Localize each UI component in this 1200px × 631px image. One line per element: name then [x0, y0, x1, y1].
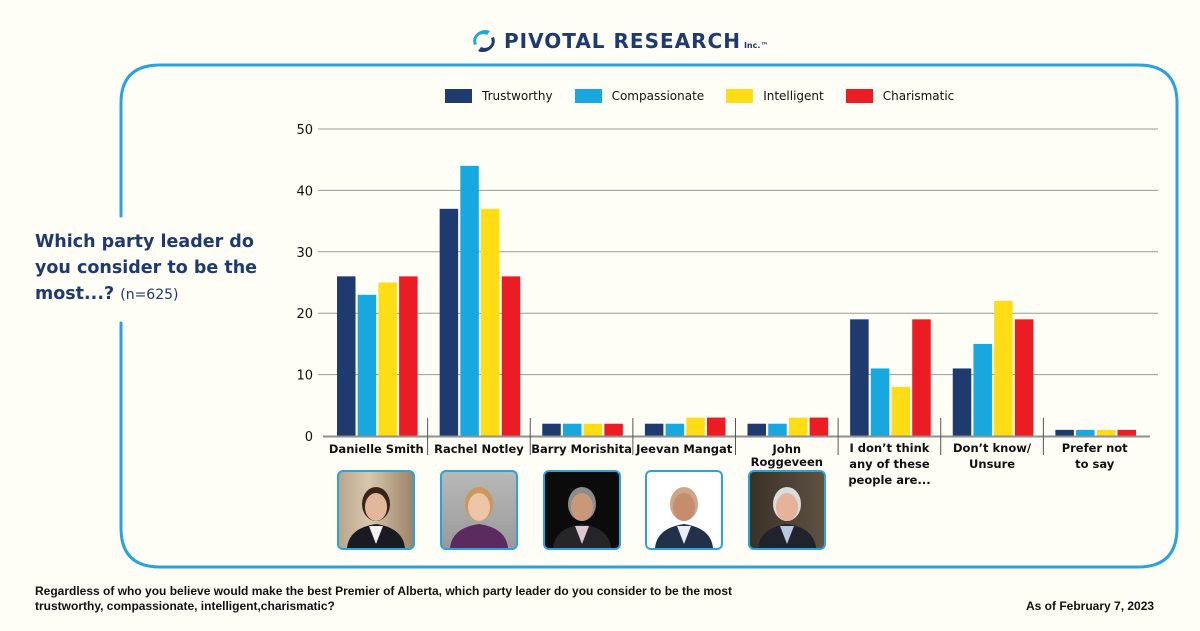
bar-compassionate-1 [357, 294, 377, 436]
category-label: Danielle Smith [324, 443, 428, 456]
bar-charismatic-6 [912, 319, 931, 436]
portrait-icon [655, 487, 714, 548]
legend: Trustworthy Compassionate Intelligent Ch… [445, 89, 976, 103]
legend-label: Charismatic [882, 89, 955, 103]
legend-swatch [726, 89, 754, 103]
bar-compassionate-7 [973, 343, 992, 436]
bar-charismatic-3 [604, 423, 623, 436]
y-tick-label: 0 [305, 430, 313, 445]
category-label: Prefer not to say [1043, 440, 1147, 472]
legend-item-charismatic: Charismatic [845, 89, 955, 103]
bar-trustworthy-7 [952, 368, 972, 436]
bar-intelligent-6 [891, 386, 911, 436]
legend-label: Compassionate [611, 89, 705, 103]
legend-label: Intelligent [763, 89, 824, 103]
category-label: John Roggeveen [735, 443, 839, 469]
portrait-icon [552, 487, 611, 548]
question-main: Which party leader do you consider to be… [35, 232, 258, 304]
brand-suffix: Inc.™ [743, 40, 769, 50]
bar-charismatic-2 [501, 276, 521, 436]
category-label-line: any of these [849, 457, 930, 471]
leader-photo [337, 470, 416, 550]
question-text: Which party leader do you consider to be… [35, 229, 265, 308]
y-tick-label: 30 [296, 246, 313, 261]
category-label-line: Rachel Notley [434, 442, 524, 456]
x-axis [323, 418, 1150, 455]
legend-item-trustworthy: Trustworthy [445, 89, 553, 103]
leader-photo [439, 470, 518, 550]
as-of-date: As of February 7, 2023 [1026, 599, 1155, 613]
category-label: Jeevan Mangat [632, 443, 736, 456]
category-label: Don’t know/Unsure [940, 440, 1044, 472]
bar-intelligent-7 [994, 300, 1013, 436]
legend-item-intelligent: Intelligent [726, 89, 824, 103]
category-label: Rachel Notley [427, 443, 531, 456]
bar-charismatic-4 [706, 417, 726, 436]
category-label-line: Barry Morishita [531, 442, 632, 456]
bar-compassionate-8 [1076, 429, 1095, 436]
swirl-logo-icon [473, 29, 495, 53]
category-label-line: people are... [848, 473, 931, 487]
category-label: I don’t think any of these people are... [837, 440, 941, 488]
category-label-line: John [772, 442, 802, 456]
bar-trustworthy-3 [542, 423, 561, 436]
bar-trustworthy-8 [1055, 429, 1074, 436]
bar-charismatic-1 [399, 276, 418, 436]
bar-charismatic-7 [1014, 319, 1034, 436]
bar-compassionate-6 [870, 368, 890, 436]
legend-swatch [845, 89, 873, 103]
portrait-icon [757, 487, 816, 548]
category-label-line: Roggeveen [750, 455, 823, 469]
bar-intelligent-5 [788, 417, 808, 436]
legend-label: Trustworthy [482, 89, 553, 103]
bar-trustworthy-2 [439, 208, 459, 436]
bar-compassionate-2 [460, 165, 479, 436]
bar-intelligent-1 [378, 282, 397, 436]
category-label-line: Danielle Smith [328, 442, 424, 456]
category-label-line: Jeevan Mangat [636, 442, 733, 456]
y-tick-label: 20 [296, 307, 313, 322]
y-tick-label: 10 [296, 369, 313, 384]
category-label-line: Prefer not [1061, 441, 1128, 455]
bar-intelligent-4 [686, 417, 705, 436]
portrait-icon [449, 487, 508, 548]
bar-intelligent-2 [481, 208, 500, 436]
bar-trustworthy-5 [747, 423, 767, 436]
bar-compassionate-5 [768, 423, 787, 436]
y-axis-ticks: 0 10 20 30 40 50 [296, 123, 313, 445]
bar-intelligent-8 [1096, 429, 1116, 436]
bars [337, 165, 1136, 436]
category-label-line: Unsure [969, 457, 1016, 471]
category-label-line: Don’t know/ [953, 441, 1032, 455]
leader-photo [747, 470, 826, 550]
category-label: Barry Morishita [530, 443, 634, 456]
leader-photo [542, 470, 621, 550]
brand-name: PIVOTAL RESEARCH [504, 29, 741, 53]
legend-item-compassionate: Compassionate [574, 89, 705, 103]
bar-charismatic-8 [1117, 429, 1136, 436]
sample-size: (n=625) [120, 287, 179, 303]
bar-intelligent-3 [583, 423, 603, 436]
legend-swatch [574, 89, 602, 103]
bar-compassionate-3 [562, 423, 582, 436]
portrait-icon [347, 487, 406, 548]
y-tick-label: 40 [296, 184, 313, 199]
bar-trustworthy-6 [850, 319, 869, 436]
category-label-line: I don’t think [849, 441, 930, 455]
category-label-line: to say [1075, 457, 1115, 471]
bar-compassionate-4 [665, 423, 685, 436]
brand-logo: PIVOTAL RESEARCH Inc.™ [468, 25, 768, 57]
leader-photo [645, 470, 724, 550]
bar-charismatic-5 [809, 417, 829, 436]
bar-trustworthy-4 [644, 423, 664, 436]
survey-question-footnote: Regardless of who you believe would make… [35, 584, 733, 613]
y-tick-label: 50 [296, 123, 313, 138]
bar-trustworthy-1 [337, 276, 356, 436]
legend-swatch [445, 89, 472, 103]
